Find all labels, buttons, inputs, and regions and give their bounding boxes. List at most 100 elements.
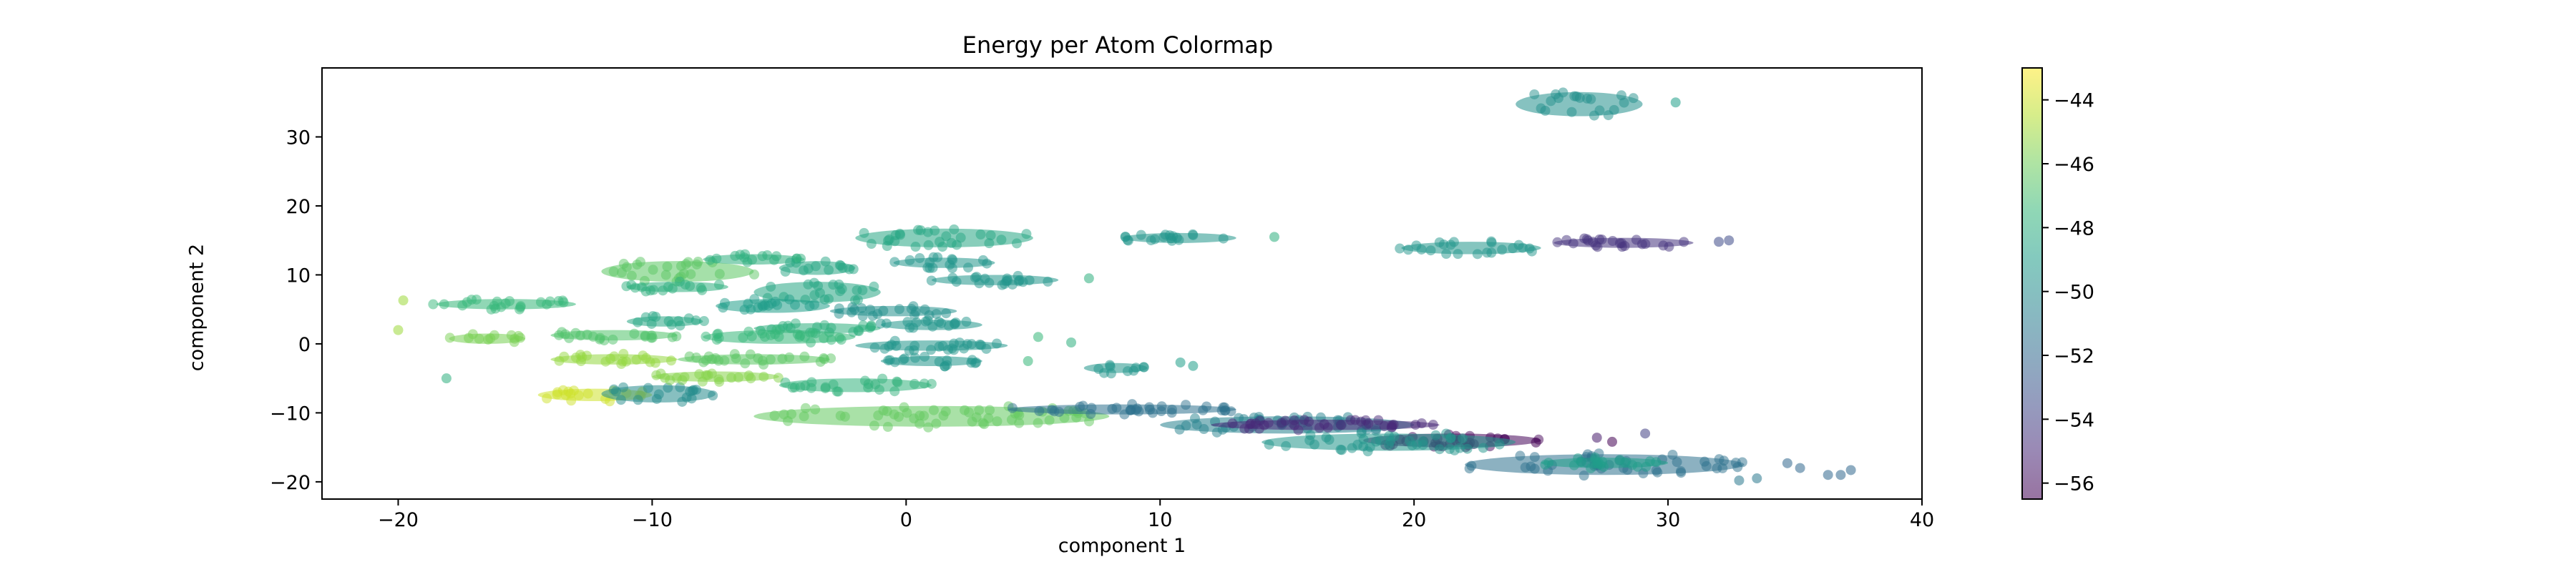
scatter-point <box>772 300 783 310</box>
scatter-point <box>784 352 795 363</box>
scatter-point <box>746 304 756 315</box>
scatter-point <box>757 328 768 339</box>
scatter-point <box>1583 235 1594 246</box>
scatter-point <box>766 281 776 292</box>
scatter-point <box>966 358 977 368</box>
scatter-point <box>1628 93 1639 104</box>
scatter-point <box>1358 434 1369 445</box>
colorbar-tick-label: −50 <box>2054 282 2094 304</box>
scatter-point <box>914 418 925 429</box>
scatter-point <box>826 335 836 345</box>
scatter-point <box>950 319 960 330</box>
scatter-point <box>799 411 809 422</box>
scatter-point <box>974 278 985 289</box>
scatter-point <box>439 299 449 310</box>
scatter-point <box>618 382 629 393</box>
y-tick-label: −20 <box>270 472 311 494</box>
scatter-point <box>1594 105 1605 116</box>
scatter-point <box>1218 402 1229 413</box>
scatter-point <box>915 225 926 236</box>
scatter-point <box>928 405 939 415</box>
scatter-point <box>922 315 933 326</box>
scatter-point <box>393 325 404 335</box>
scatter-point <box>504 296 515 307</box>
scatter-point <box>1586 94 1596 104</box>
scatter-point <box>870 379 881 390</box>
scatter-point <box>804 301 815 312</box>
scatter-point <box>934 341 945 352</box>
scatter-point <box>899 353 910 364</box>
scatter-point <box>1181 420 1191 431</box>
scatter-point <box>810 404 821 415</box>
scatter-point <box>691 352 702 363</box>
scatter-point <box>1347 443 1357 453</box>
scatter-point <box>1508 243 1518 254</box>
scatter-point <box>1147 408 1158 418</box>
scatter-point <box>1752 473 1762 484</box>
scatter-point <box>1558 87 1568 98</box>
scatter-point <box>667 332 678 342</box>
scatter-point <box>1428 420 1438 430</box>
scatter-point <box>909 352 920 363</box>
scatter-point <box>621 262 632 272</box>
scatter-point <box>1149 234 1160 245</box>
scatter-point <box>1478 443 1488 453</box>
scatter-point <box>691 315 701 326</box>
scatter-point <box>1191 419 1202 430</box>
scatter-point <box>834 308 844 319</box>
scatter-point <box>1314 423 1324 433</box>
scatter-point <box>1606 436 1617 447</box>
scatter-point <box>869 420 879 431</box>
x-tick-label: 0 <box>900 509 912 531</box>
x-tick-label: 30 <box>1656 509 1680 531</box>
scatter-point <box>1166 404 1177 415</box>
scatter-point <box>1466 460 1477 471</box>
scatter-point <box>1782 458 1792 468</box>
scatter-point <box>1033 418 1043 428</box>
scatter-point <box>949 338 960 349</box>
scatter-point <box>1276 418 1287 428</box>
scatter-point <box>1211 427 1222 438</box>
scatter-point <box>852 285 862 296</box>
scatter-point <box>964 407 975 418</box>
scatter-point <box>1014 418 1025 428</box>
y-tick-label: 10 <box>286 265 311 287</box>
scatter-point <box>1034 405 1045 416</box>
scatter-point <box>608 384 619 395</box>
scatter-point <box>1636 239 1647 250</box>
scatter-point <box>648 265 658 275</box>
scatter-point <box>790 300 801 310</box>
scatter-point <box>889 386 900 397</box>
scatter-point <box>819 333 829 344</box>
scatter-point <box>1375 435 1385 445</box>
scatter-point <box>1699 456 1710 467</box>
scatter-point <box>1403 245 1414 255</box>
scatter-point <box>866 321 877 332</box>
scatter-point <box>615 395 626 405</box>
scatter-point <box>1111 403 1122 413</box>
scatter-point <box>711 335 722 345</box>
scatter-point <box>559 351 570 362</box>
scatter-point <box>1434 237 1445 247</box>
scatter-point <box>645 357 655 368</box>
scatter-point <box>745 349 756 360</box>
scatter-point <box>730 250 741 261</box>
scatter-point <box>464 332 474 343</box>
scatter-point <box>877 373 888 384</box>
x-tick-label: 40 <box>1910 509 1934 531</box>
scatter-point <box>836 335 847 345</box>
scatter-point <box>626 270 637 281</box>
scatter-point <box>909 345 919 355</box>
scatter-point <box>1675 466 1686 477</box>
scatter-point <box>1515 450 1526 461</box>
scatter-point <box>979 419 990 430</box>
scatter-point <box>1425 245 1436 256</box>
colorbar-tick-label: −56 <box>2054 473 2094 495</box>
scatter-point <box>509 337 519 347</box>
scatter-point <box>1497 245 1508 255</box>
chart-title: Energy per Atom Colormap <box>962 31 1274 59</box>
y-tick-label: −10 <box>270 403 311 425</box>
y-tick-label: 20 <box>286 196 311 218</box>
scatter-point <box>1250 418 1261 429</box>
scatter-point <box>1529 463 1540 474</box>
